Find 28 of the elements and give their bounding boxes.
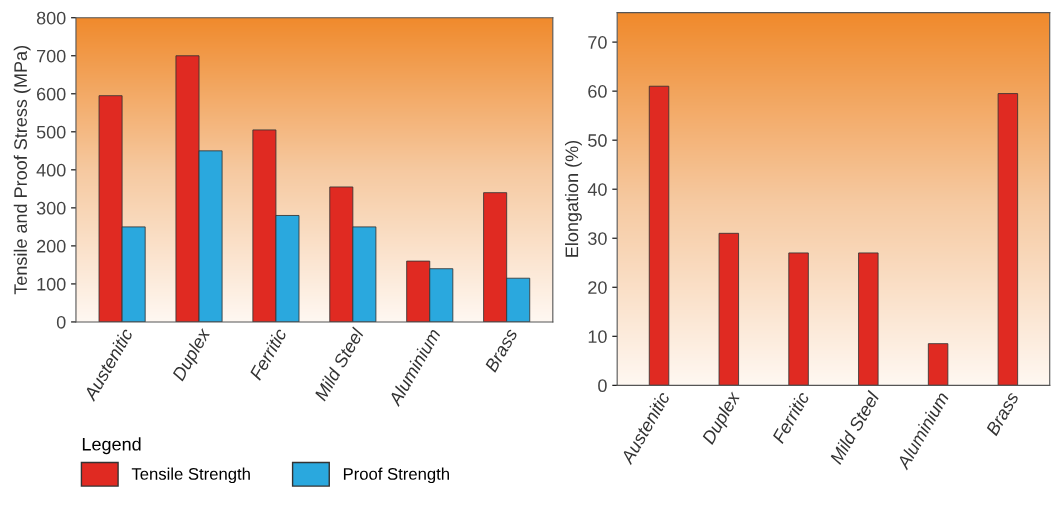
bar [858,252,879,386]
y-tick-label: 60 [588,85,607,98]
y-tick-label: 800 [36,11,66,25]
bar [927,343,949,386]
y-axis-title: Tensile and Proof Stress (MPa) [13,46,31,295]
y-tick-label: 400 [36,163,66,177]
y-tick-label: 100 [37,277,66,291]
y-tick-label: 200 [37,239,66,253]
y-tick-label: 600 [37,87,66,101]
y-tick-label: 10 [588,330,607,344]
bar [718,232,739,386]
y-tick-label: 300 [36,201,66,215]
legend-label: Tensile Strength [131,467,250,484]
bar [648,85,670,386]
legend-label: Proof Strength [343,467,449,484]
y-tick-label: 70 [588,36,607,49]
y-tick-label: 500 [36,125,66,139]
y-tick-label: 50 [588,134,607,147]
y-tick-label: 0 [56,315,66,329]
y-tick-label: 40 [587,183,607,196]
y-tick-label: 700 [37,49,66,63]
legend-title: Legend [82,437,141,455]
bar [997,93,1019,386]
bar [788,252,809,386]
y-axis-title: Elongation (%) [564,140,582,257]
y-tick-label: 30 [588,232,607,245]
y-tick-label: 20 [588,281,607,294]
y-tick-label: 0 [598,379,607,393]
